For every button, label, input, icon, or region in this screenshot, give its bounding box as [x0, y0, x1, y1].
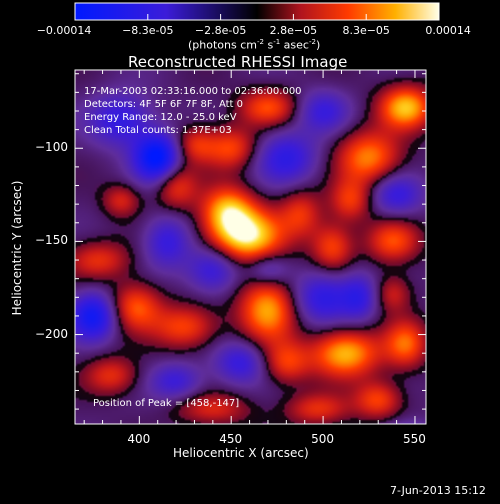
- x-tick-label: 400: [127, 432, 151, 446]
- y-tick-label: −200: [35, 326, 68, 341]
- y-tick-label: −150: [35, 233, 68, 248]
- colorbar-tick-label: 2.8e−05: [269, 24, 318, 37]
- x-axis-label: Heliocentric X (arcsec): [173, 446, 309, 460]
- energy-range-text: Energy Range: 12.0 - 25.0 keV: [84, 112, 237, 123]
- colorbar-tick-label: −0.00014: [36, 24, 92, 37]
- x-tick-label: 450: [219, 432, 243, 446]
- colorbar-unit: (photons cm-2 s-1 asec-2): [188, 38, 321, 52]
- time-range-text: 17-Mar-2003 02:33:16.000 to 02:36:00.000: [84, 86, 302, 97]
- heatmap-image: [75, 70, 426, 424]
- colorbar: [74, 2, 440, 21]
- clean-counts-text: Clean Total counts: 1.37E+03: [84, 125, 232, 136]
- colorbar-ticks: [74, 14, 440, 20]
- axis-ticks: [75, 70, 426, 424]
- chart-title: Reconstructed RHESSI Image: [128, 53, 348, 71]
- x-tick-label: 500: [311, 432, 334, 446]
- colorbar-tick-label: −8.3e-05: [122, 24, 174, 37]
- colorbar-tick-label: 0.00014: [425, 24, 471, 37]
- colorbar-tick-label: 8.3e−05: [342, 24, 390, 37]
- x-tick-label: 550: [402, 432, 426, 446]
- plot-frame: [74, 69, 427, 425]
- footer-date: 7-Jun-2013 15:12: [390, 484, 486, 497]
- y-axis-label: Heliocentric Y (arcsec): [10, 180, 24, 316]
- detectors-text: Detectors: 4F 5F 6F 7F 8F, Att 0: [84, 99, 244, 110]
- y-tick-label: −100: [35, 140, 68, 155]
- peak-position-text: Position of Peak = [458,-147]: [93, 398, 240, 409]
- colorbar-tick-label: −2.8e-05: [194, 24, 247, 37]
